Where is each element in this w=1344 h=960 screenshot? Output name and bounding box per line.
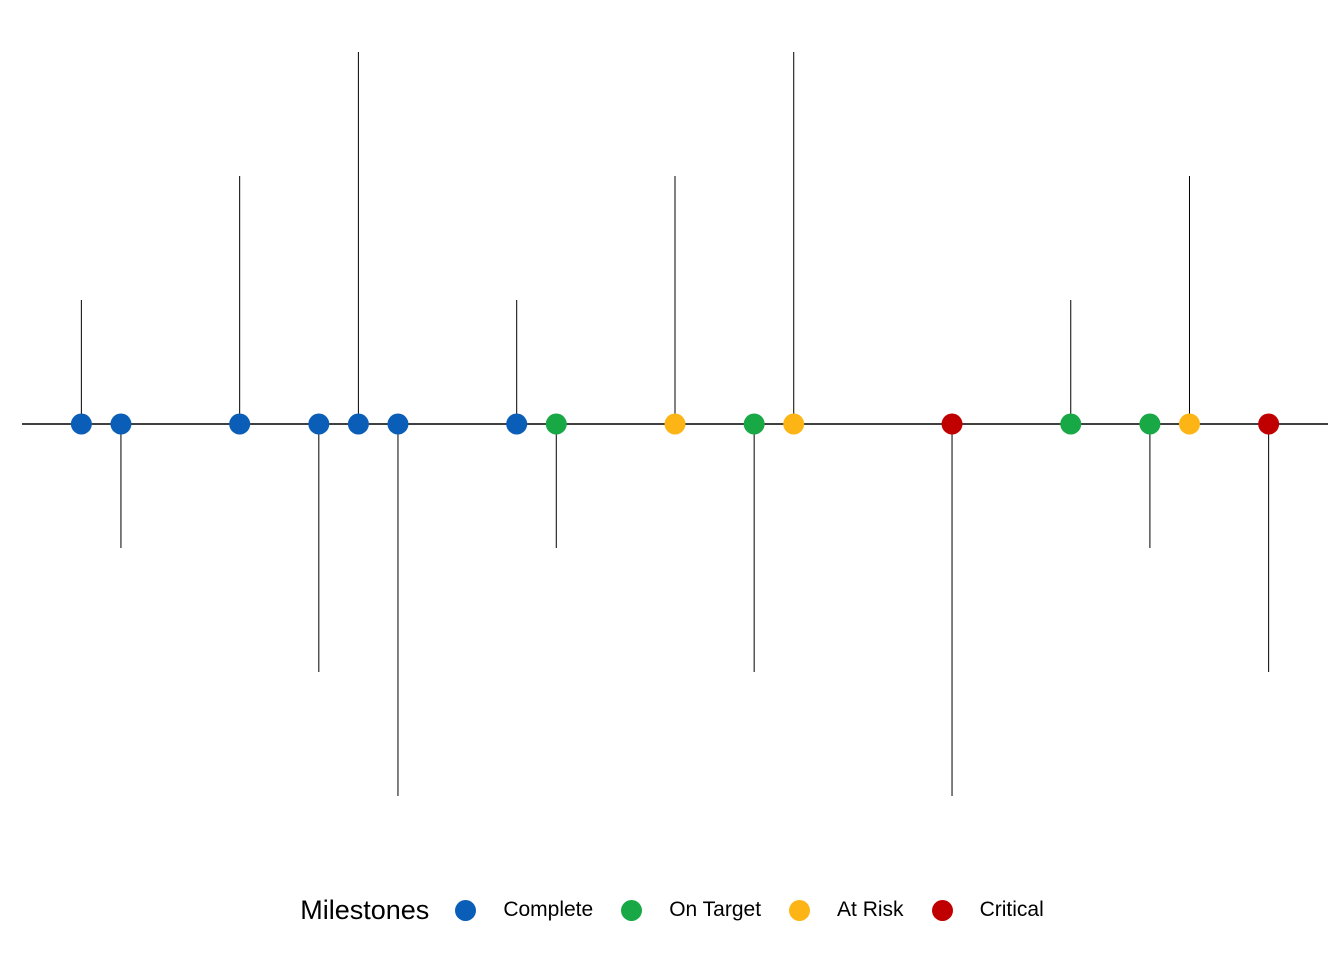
milestone-point bbox=[110, 413, 132, 435]
legend-label-on-target: On Target bbox=[669, 898, 762, 921]
milestone-points bbox=[70, 413, 1280, 435]
legend-entry-critical: Critical bbox=[931, 898, 1044, 922]
milestone-point bbox=[308, 413, 330, 435]
legend-swatch-at-risk bbox=[789, 899, 811, 921]
milestone-point bbox=[1178, 413, 1200, 435]
milestone-point bbox=[1258, 413, 1280, 435]
milestone-point bbox=[664, 413, 686, 435]
milestone-point bbox=[783, 413, 805, 435]
legend-entry-complete: Complete bbox=[455, 898, 593, 922]
legend-swatch-complete bbox=[455, 899, 477, 921]
legend-swatch-on-target bbox=[621, 899, 643, 921]
legend-label-critical: Critical bbox=[979, 898, 1044, 921]
milestone-stems bbox=[80, 52, 1270, 796]
milestone-point bbox=[941, 413, 963, 435]
milestone-point bbox=[545, 413, 567, 435]
milestone-point bbox=[387, 413, 409, 435]
legend-title: Milestones bbox=[300, 894, 430, 925]
milestone-point bbox=[347, 413, 369, 435]
legend-swatch-critical bbox=[931, 899, 953, 921]
milestone-point bbox=[743, 413, 765, 435]
legend: Milestones Complete On Target At Risk Cr… bbox=[0, 888, 1344, 932]
milestone-point bbox=[70, 413, 92, 435]
milestone-point bbox=[1060, 413, 1082, 435]
legend-entry-on-target: On Target bbox=[621, 898, 761, 922]
milestone-point bbox=[1139, 413, 1161, 435]
milestone-point bbox=[229, 413, 251, 435]
milestone-point bbox=[506, 413, 528, 435]
legend-entry-at-risk: At Risk bbox=[789, 898, 904, 922]
legend-label-complete: Complete bbox=[503, 898, 594, 921]
legend-label-at-risk: At Risk bbox=[837, 898, 904, 921]
